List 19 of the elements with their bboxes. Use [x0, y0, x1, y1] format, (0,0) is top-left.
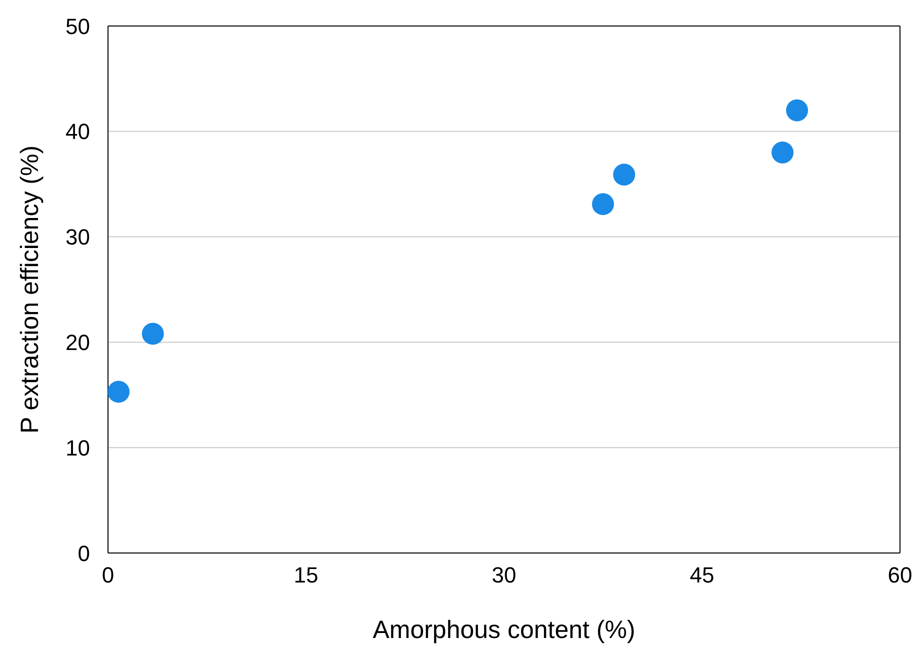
x-tick-label: 30: [492, 562, 516, 588]
point: [592, 193, 614, 216]
x-tick-label: 0: [102, 562, 114, 588]
x-axis-title: Amorphous content (%): [372, 616, 636, 644]
y-tick-label: 0: [78, 540, 90, 566]
x-tick-label: 15: [294, 562, 318, 588]
y-tick-label: 30: [66, 224, 90, 250]
point: [786, 99, 808, 122]
point: [142, 322, 164, 345]
y-tick-label: 10: [66, 435, 90, 460]
point: [108, 380, 130, 403]
point: [772, 141, 794, 164]
y-tick-label: 50: [66, 14, 90, 39]
y-tick-label: 20: [66, 330, 90, 356]
y-tick-label: 40: [66, 119, 90, 144]
y-axis-title: P extraction efficiency (%): [16, 145, 44, 434]
x-tick-label: 45: [690, 562, 714, 588]
x-tick-label: 60: [888, 562, 912, 588]
point: [613, 164, 636, 186]
